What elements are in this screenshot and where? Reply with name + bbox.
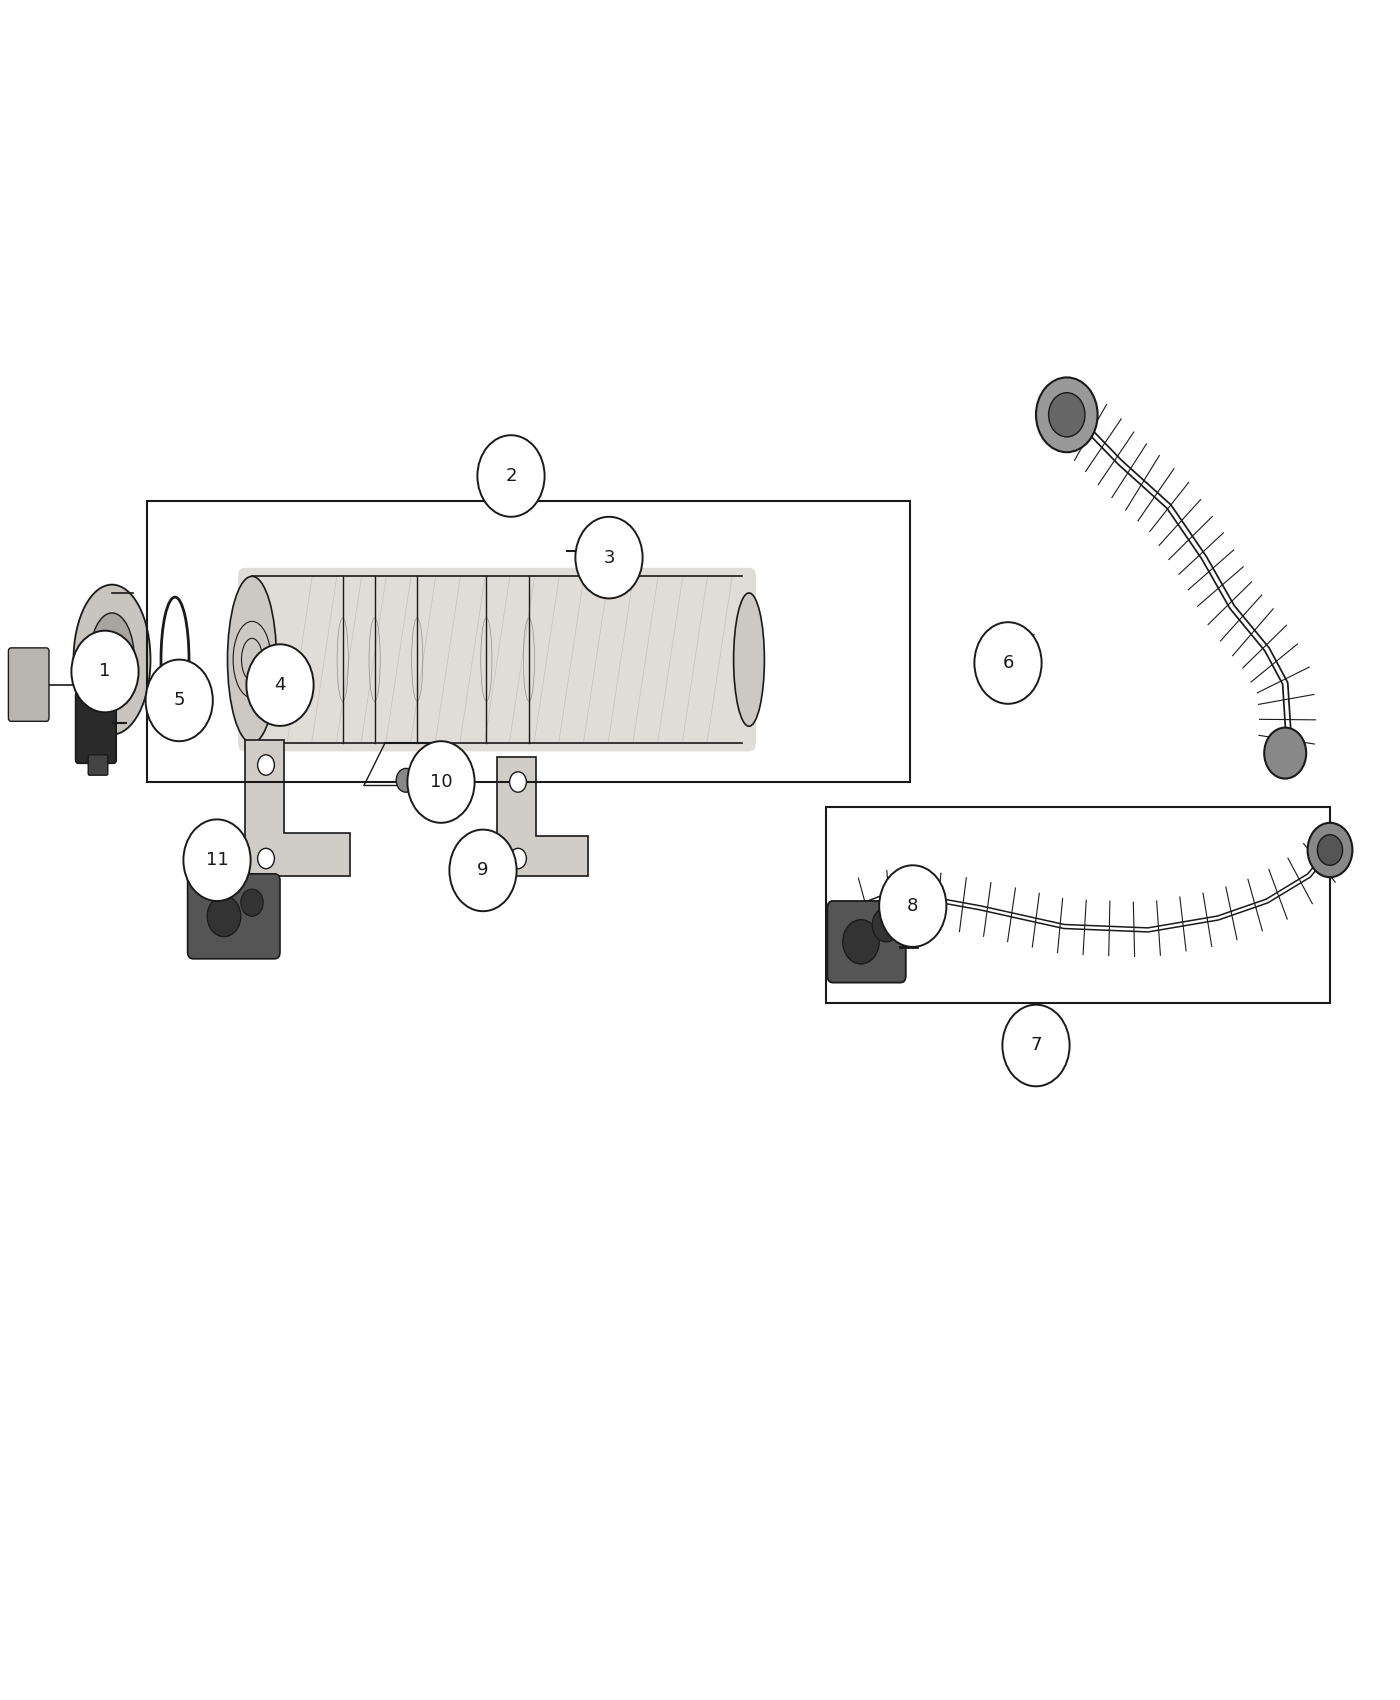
Circle shape [510,848,526,869]
Circle shape [449,830,517,911]
Circle shape [98,643,126,677]
Polygon shape [245,740,350,876]
Circle shape [396,768,416,792]
Text: 7: 7 [1030,1037,1042,1054]
FancyBboxPatch shape [827,901,906,983]
Circle shape [246,644,314,726]
Circle shape [71,631,139,712]
Polygon shape [497,756,588,876]
Circle shape [1264,728,1306,779]
Text: 11: 11 [206,852,228,869]
Text: 1: 1 [99,663,111,680]
Circle shape [1049,393,1085,437]
Text: 9: 9 [477,862,489,879]
Ellipse shape [161,597,189,722]
Ellipse shape [73,585,151,734]
Circle shape [258,755,274,775]
Circle shape [575,517,643,598]
Circle shape [1002,1005,1070,1086]
Text: 10: 10 [430,774,452,790]
Circle shape [879,865,946,947]
Circle shape [407,741,475,823]
Circle shape [1317,835,1343,865]
Circle shape [974,622,1042,704]
Circle shape [258,848,274,869]
Bar [147,502,910,782]
FancyBboxPatch shape [8,648,49,721]
Text: 2: 2 [505,468,517,484]
Text: 8: 8 [907,898,918,915]
Ellipse shape [227,576,277,743]
Circle shape [241,889,263,916]
Text: 3: 3 [603,549,615,566]
Circle shape [477,435,545,517]
Text: 5: 5 [174,692,185,709]
Circle shape [183,819,251,901]
Circle shape [1036,377,1098,452]
FancyBboxPatch shape [238,568,756,751]
Circle shape [843,920,879,964]
Circle shape [1308,823,1352,877]
Circle shape [510,772,526,792]
Bar [826,808,1330,1003]
Circle shape [872,908,900,942]
Text: 6: 6 [1002,654,1014,672]
Text: 4: 4 [274,677,286,694]
FancyBboxPatch shape [88,755,108,775]
Circle shape [207,896,241,937]
FancyBboxPatch shape [188,874,280,959]
Ellipse shape [90,614,134,705]
FancyBboxPatch shape [76,692,116,763]
Circle shape [146,660,213,741]
Ellipse shape [734,593,764,726]
